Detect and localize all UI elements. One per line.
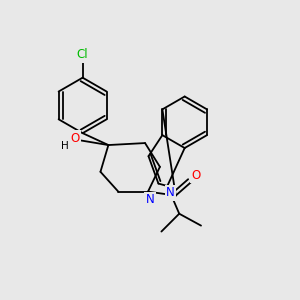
Text: O: O bbox=[70, 132, 79, 145]
Text: N: N bbox=[146, 193, 154, 206]
Text: N: N bbox=[166, 186, 175, 200]
Text: O: O bbox=[191, 169, 200, 182]
Text: Cl: Cl bbox=[77, 48, 88, 62]
Text: H: H bbox=[61, 141, 69, 151]
